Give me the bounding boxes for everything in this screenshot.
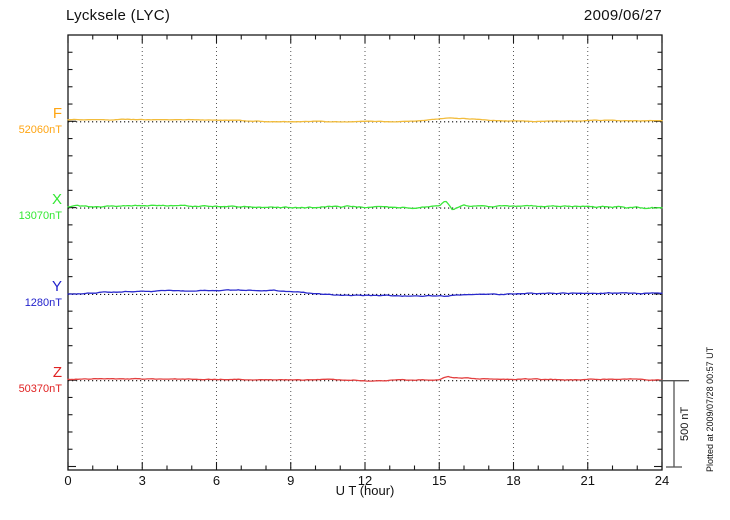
x-axis-title: U T (hour)	[335, 483, 395, 498]
plot-frame	[67, 34, 663, 471]
trace-X	[67, 200, 663, 211]
component-letter-y: Y	[51, 278, 62, 295]
x-tick-label-3: 3	[138, 473, 146, 488]
plotted-at-note: Plotted at 2009/07/28 00:57 UT	[705, 346, 715, 472]
x-tick-label-12: 12	[357, 473, 373, 488]
baseline-value-z: 50370nT	[18, 383, 62, 395]
x-tick-label-21: 21	[580, 473, 595, 488]
baseline-value-x: 13070nT	[18, 210, 62, 222]
trace-Z	[67, 375, 663, 382]
component-letter-x: X	[51, 191, 62, 208]
x-tick-label-18: 18	[506, 473, 521, 488]
baseline-value-y: 1280nT	[24, 297, 62, 309]
x-tick-label-0: 0	[64, 473, 72, 488]
baseline-value-f: 52060nT	[18, 124, 62, 136]
x-tick-label-15: 15	[432, 473, 447, 488]
trace-F	[67, 117, 663, 123]
scale-bar-label: 500 nT	[679, 406, 691, 442]
x-tick-label-24: 24	[654, 473, 670, 488]
trace-Y	[67, 289, 663, 298]
component-letter-f: F	[52, 105, 62, 122]
trace-label-z: Z 50370nT	[0, 365, 62, 396]
page-title: Lycksele (LYC)	[66, 7, 171, 24]
x-tick-label-9: 9	[287, 473, 295, 488]
trace-label-y: Y 1280nT	[0, 279, 62, 310]
trace-label-x: X 13070nT	[0, 192, 62, 223]
observation-date: 2009/06/27	[583, 7, 662, 24]
component-letter-z: Z	[52, 364, 62, 381]
trace-label-f: F 52060nT	[0, 106, 62, 137]
x-tick-label-6: 6	[212, 473, 221, 488]
